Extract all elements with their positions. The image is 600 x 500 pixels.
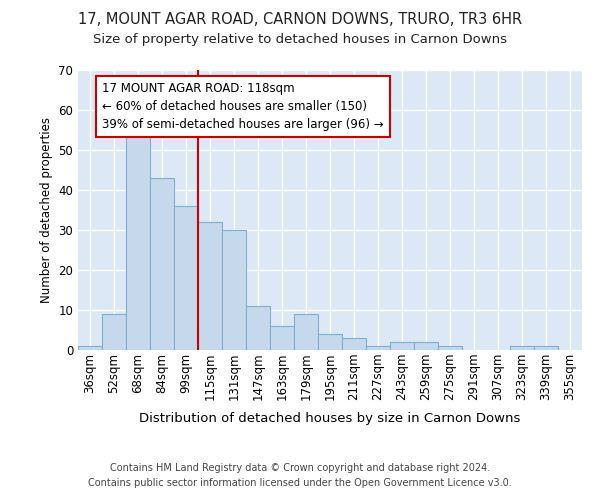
Text: 17, MOUNT AGAR ROAD, CARNON DOWNS, TRURO, TR3 6HR: 17, MOUNT AGAR ROAD, CARNON DOWNS, TRURO…: [78, 12, 522, 28]
Bar: [126, 122, 150, 350]
Bar: [270, 326, 294, 350]
Bar: [102, 314, 126, 350]
Bar: [318, 334, 342, 350]
Bar: [222, 230, 246, 350]
Bar: [246, 306, 270, 350]
Bar: [438, 346, 462, 350]
Bar: [366, 346, 390, 350]
Bar: [510, 346, 534, 350]
Bar: [174, 206, 198, 350]
X-axis label: Distribution of detached houses by size in Carnon Downs: Distribution of detached houses by size …: [139, 412, 521, 424]
Bar: [414, 342, 438, 350]
Bar: [534, 346, 558, 350]
Bar: [390, 342, 414, 350]
Text: 17 MOUNT AGAR ROAD: 118sqm
← 60% of detached houses are smaller (150)
39% of sem: 17 MOUNT AGAR ROAD: 118sqm ← 60% of deta…: [102, 82, 383, 131]
Bar: [78, 346, 102, 350]
Y-axis label: Number of detached properties: Number of detached properties: [40, 117, 53, 303]
Text: Contains HM Land Registry data © Crown copyright and database right 2024.
Contai: Contains HM Land Registry data © Crown c…: [88, 462, 512, 487]
Text: Size of property relative to detached houses in Carnon Downs: Size of property relative to detached ho…: [93, 32, 507, 46]
Bar: [150, 178, 174, 350]
Bar: [342, 338, 366, 350]
Bar: [198, 222, 222, 350]
Bar: [294, 314, 318, 350]
